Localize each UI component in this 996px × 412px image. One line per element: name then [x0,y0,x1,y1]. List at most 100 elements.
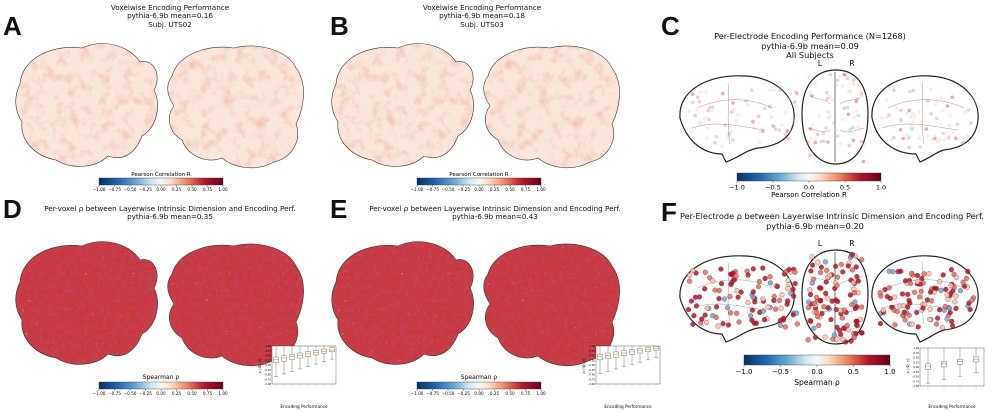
electrode-dot [749,88,754,92]
electrode-dot [710,108,715,113]
electrode-dot [813,137,817,142]
electrode-dot [917,294,923,300]
flatmap-panel-b [331,43,620,169]
electrode-dot [848,338,854,344]
electrode-dot [826,116,831,120]
electrode-dot [966,108,971,112]
sagittal-brain-outline [679,75,795,163]
electrode-dot [851,125,855,130]
electrode-dot [833,263,839,269]
electrode-dot [808,90,813,95]
electrode-dot [855,97,860,102]
electrode-dot [767,274,773,280]
electrode-dot [859,257,865,263]
colorbar-tick-label: 1.00 [536,391,546,396]
panel-d-title-line1: Per-voxel ρ between Layerwise Intrinsic … [44,204,296,213]
electrode-dot [691,143,696,148]
electrode-dot [892,322,898,328]
electrode-dot [940,325,946,331]
electrode-dot [933,103,938,107]
electrode-dot [907,300,913,306]
electrode-dot [734,118,739,123]
electrode-dot [886,268,892,274]
electrode-dot [744,99,748,103]
electrode-dot [823,290,829,296]
panel-b-title-line3: Subj. UTS03 [460,19,504,29]
flatmap-panel-e [331,241,620,367]
colorbar-tick-label: −0.5 [765,184,781,192]
panel-a-title: Voxelwise Encoding Performance pythia-6.… [60,3,280,29]
electrode-dot [969,121,973,125]
inset-ytick-label: 0.75 [265,349,271,353]
flatmap-panel-a [15,43,304,169]
electrode-dot [767,280,773,286]
flatmap-surface [331,43,620,168]
electrode-dot [851,78,856,82]
electrode-dot [911,120,916,124]
electrode-dot [813,82,817,86]
electrode-dot [817,298,823,304]
electrode-dot [910,126,914,130]
colorbar-label: Pearson Correlation R [131,172,191,178]
panel-c-title: Per-Electrode Encoding Performance (N=12… [690,31,930,61]
electrode-dot [941,108,945,113]
inset-ylabel: ρ (ID, rₗ) [905,358,910,374]
panel-a-title-line3: Subj. UTS02 [148,19,192,29]
electrode-dot [946,305,952,311]
electrode-dot [702,116,707,121]
electrode-dot [810,123,815,127]
inset-ytick-label: -0.50 [912,375,919,379]
electrode-dot [845,105,850,110]
panel-letter-a: A [3,11,22,41]
electrode-dot [785,128,790,133]
electrode-dot [901,136,905,141]
electrode-dot [830,98,835,103]
electrode-dot [967,307,973,313]
electrode-dot [745,300,751,306]
electrode-dot [838,261,844,268]
electrode-dot [779,292,785,298]
electrode-dot [933,321,940,327]
electrode-dot [808,268,814,274]
inset-ytick-label: 0.50 [913,356,919,360]
electrode-dot [842,106,846,111]
colorbar-tick-label: 0.50 [187,391,197,396]
electrode-dot [921,271,927,277]
electrode-dot [845,263,851,269]
electrode-dot [819,311,825,317]
electrode-dot [855,278,861,284]
electrode-dot [859,139,864,144]
electrode-dot [929,137,934,142]
panel-e-title-line1: Per-voxel ρ between Layerwise Intrinsic … [369,204,621,213]
electrode-dot [783,132,788,136]
left-hemisphere-outline [331,241,474,365]
electrode-dot [938,287,944,293]
electrode-dot [908,115,913,119]
panel-letter-e: E [330,194,348,224]
electrode-dot [792,100,797,104]
electrode-dot [911,289,918,295]
electrode-dot [792,281,798,287]
electrode-dot [847,143,851,148]
electrode-dot [687,272,693,278]
electrode-dot [736,319,742,325]
inset-ytick-label: 1.00 [589,344,595,348]
electrode-dot [714,134,719,139]
electrode-dot [908,90,912,94]
electrode-dot [850,280,857,286]
electrode-dot [834,282,840,289]
electrode-dot [822,334,828,340]
colorbar-tick-label: 0.50 [187,187,197,192]
electrode-dot [695,108,699,112]
electrode-dot [940,272,946,278]
electrode-dot [809,280,815,286]
electrode-dot [879,116,884,120]
electrode-dot [859,92,864,96]
colorbar-tick-label: 0.00 [156,391,166,396]
right-hemisphere-outline [483,45,620,169]
electrode-dot [756,278,762,285]
electrode-dot [707,105,712,110]
electrode-dot [806,140,811,144]
electrode-dot [719,281,725,287]
inset-ytick-label: 1.00 [913,346,919,350]
